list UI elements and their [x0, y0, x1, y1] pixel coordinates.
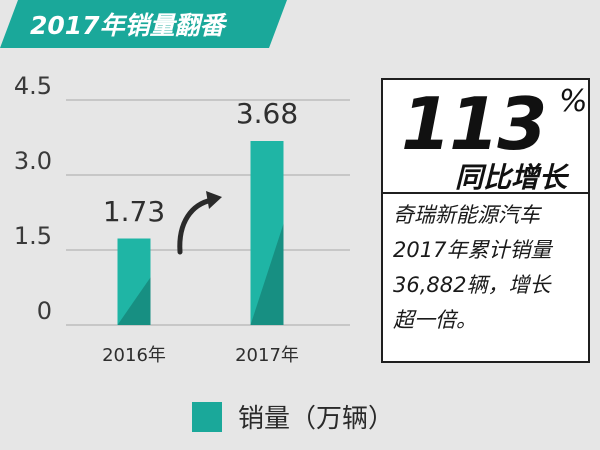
- legend-swatch: [192, 402, 222, 432]
- title-banner: [0, 0, 287, 48]
- x-tick-label: 2016年: [102, 345, 166, 366]
- growth-arrow-icon: [177, 197, 215, 255]
- growth-callout-box: 113 % 同比增长 奇瑞新能源汽车 2017年累计销量 36,882辆，增长 …: [381, 78, 590, 363]
- bar-value-label: 3.68: [235, 97, 299, 130]
- title-banner-area: 2017年销量翻番: [0, 0, 600, 48]
- x-tick-label: 2017年: [235, 345, 299, 366]
- callout-description: 奇瑞新能源汽车 2017年累计销量 36,882辆，增长 超一倍。: [393, 203, 552, 332]
- callout-divider: [383, 192, 588, 194]
- legend-label: 销量（万辆）: [238, 404, 395, 434]
- y-tick-label: 4.5: [13, 72, 52, 100]
- page-title: 2017年销量翻番: [30, 11, 225, 40]
- bars: [117, 141, 284, 325]
- y-tick-label: 1.5: [13, 222, 52, 250]
- bar-shade: [250, 223, 284, 325]
- bar-shade: [117, 277, 151, 325]
- percent-sign: %: [559, 84, 588, 119]
- growth-number: 113: [401, 82, 547, 166]
- y-tick-label: 0: [36, 297, 52, 325]
- bar-value-label: 1.73: [102, 194, 166, 228]
- y-tick-label: 3.0: [13, 147, 52, 175]
- growth-arrow-head-icon: [206, 191, 222, 209]
- growth-headline: 同比增长: [455, 161, 568, 194]
- grid-lines: [66, 99, 350, 326]
